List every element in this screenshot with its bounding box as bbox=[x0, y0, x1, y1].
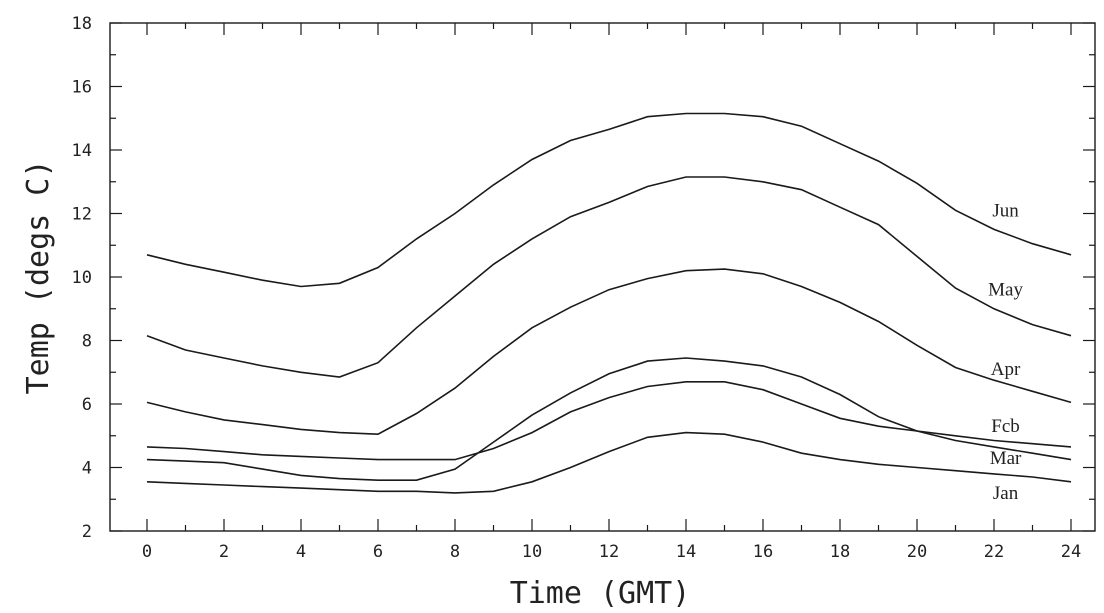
series-line-jun bbox=[146, 112, 1072, 288]
x-tick-label: 8 bbox=[450, 542, 460, 562]
x-tick-label: 0 bbox=[142, 542, 152, 562]
x-tick-label: 2 bbox=[219, 542, 229, 562]
series-label: Jan bbox=[993, 483, 1019, 504]
y-tick-label: 18 bbox=[72, 14, 92, 34]
series-label: Mar bbox=[990, 448, 1022, 469]
y-tick-label: 2 bbox=[82, 522, 92, 542]
x-tick-label: 16 bbox=[753, 542, 773, 562]
x-tick-label: 20 bbox=[907, 542, 927, 562]
series-line-may bbox=[146, 176, 1072, 378]
x-tick-label: 18 bbox=[830, 542, 850, 562]
y-tick-label: 16 bbox=[72, 78, 92, 98]
x-tick-label: 10 bbox=[522, 542, 542, 562]
y-tick-label: 6 bbox=[82, 395, 92, 415]
y-tick-label: 4 bbox=[82, 459, 92, 479]
x-tick-label: 12 bbox=[599, 542, 619, 562]
x-tick-label: 14 bbox=[676, 542, 696, 562]
y-tick-labels: 2 4 6 8 10 12 14 16 18 bbox=[72, 14, 92, 542]
x-tick-labels: 0 2 4 6 8 10 12 14 16 18 20 22 24 bbox=[142, 542, 1081, 562]
series-labels: Jun May Apr Fcb Mar Jan bbox=[988, 200, 1023, 504]
x-tick-label: 24 bbox=[1061, 542, 1081, 562]
series-line-mar bbox=[146, 357, 1072, 482]
series-label: Jun bbox=[992, 200, 1019, 221]
x-tick-label: 22 bbox=[984, 542, 1004, 562]
series-label: Fcb bbox=[991, 416, 1020, 437]
x-axis-title: Time (GMT) bbox=[510, 576, 691, 611]
series-label: May bbox=[988, 280, 1023, 301]
x-tick-label: 6 bbox=[373, 542, 383, 562]
axis-ticks bbox=[110, 22, 1095, 532]
y-tick-label: 12 bbox=[72, 205, 92, 225]
y-tick-label: 8 bbox=[82, 332, 92, 352]
x-tick-label: 4 bbox=[296, 542, 306, 562]
series-line-jan bbox=[146, 431, 1072, 494]
series-line-apr bbox=[146, 268, 1072, 436]
y-axis-title: Temp (degs C) bbox=[21, 160, 56, 395]
y-tick-label: 14 bbox=[72, 141, 92, 161]
y-tick-label: 10 bbox=[72, 268, 92, 288]
series-label: Apr bbox=[991, 359, 1021, 380]
series-lines bbox=[146, 112, 1072, 494]
series-line-feb bbox=[146, 380, 1072, 461]
